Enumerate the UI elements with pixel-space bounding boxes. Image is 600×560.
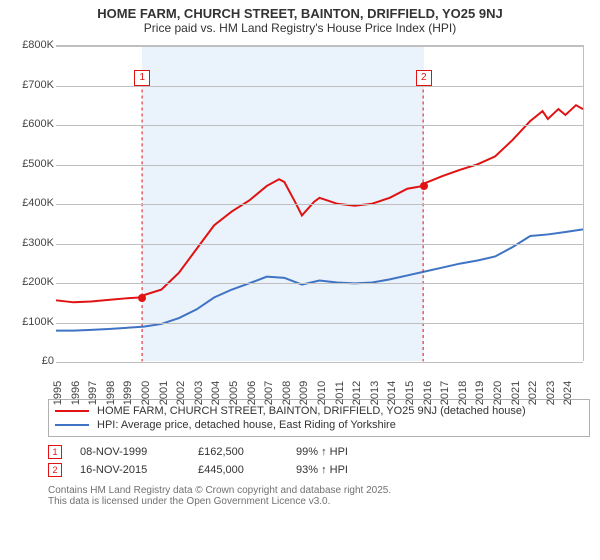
footer: Contains HM Land Registry data © Crown c… [48, 485, 590, 507]
x-axis-label: 2003 [193, 378, 205, 408]
x-axis-label: 2005 [228, 378, 240, 408]
x-axis-label: 1997 [87, 378, 99, 408]
chart-title: HOME FARM, CHURCH STREET, BAINTON, DRIFF… [8, 6, 592, 21]
footer-line-1: Contains HM Land Registry data © Crown c… [48, 485, 590, 496]
sale-date: 16-NOV-2015 [80, 464, 180, 476]
sale-row: 2 16-NOV-2015 £445,000 93% ↑ HPI [48, 461, 590, 479]
chart-titles: HOME FARM, CHURCH STREET, BAINTON, DRIFF… [0, 0, 600, 37]
x-axis-label: 2021 [510, 378, 522, 408]
sale-marker: 1 [48, 445, 62, 459]
y-gridline [56, 244, 583, 245]
y-axis-label: £200K [10, 276, 54, 288]
x-axis-label: 2022 [527, 378, 539, 408]
x-axis-label: 2001 [158, 378, 170, 408]
y-gridline [56, 165, 583, 166]
marker-badge: 2 [416, 70, 432, 86]
x-axis-label: 2016 [422, 378, 434, 408]
sale-price: £162,500 [198, 446, 278, 458]
y-axis-label: £400K [10, 197, 54, 209]
x-axis-label: 2007 [263, 378, 275, 408]
y-axis-label: £800K [10, 39, 54, 51]
y-axis-label: £300K [10, 237, 54, 249]
x-axis-label: 1998 [105, 378, 117, 408]
sale-dot [420, 182, 428, 190]
x-axis-label: 2024 [562, 378, 574, 408]
x-axis-label: 2004 [210, 378, 222, 408]
x-axis-label: 2013 [369, 378, 381, 408]
y-axis-label: £0 [10, 355, 54, 367]
x-axis-label: 2017 [439, 378, 451, 408]
sale-pct: 93% ↑ HPI [296, 464, 348, 476]
x-axis-label: 1995 [52, 378, 64, 408]
x-axis-label: 2000 [140, 378, 152, 408]
x-axis-label: 2023 [545, 378, 557, 408]
x-axis-label: 2020 [492, 378, 504, 408]
y-gridline [56, 204, 583, 205]
chart-area: 12 £0£100K£200K£300K£400K£500K£600K£700K… [10, 41, 590, 391]
sale-date: 08-NOV-1999 [80, 446, 180, 458]
x-axis-label: 2006 [246, 378, 258, 408]
footer-line-2: This data is licensed under the Open Gov… [48, 496, 590, 507]
legend-label: HPI: Average price, detached house, East… [97, 419, 396, 431]
x-axis-label: 2014 [386, 378, 398, 408]
sale-marker: 2 [48, 463, 62, 477]
sale-dot [138, 294, 146, 302]
x-axis-label: 2002 [175, 378, 187, 408]
x-axis-label: 2019 [474, 378, 486, 408]
x-axis-label: 2008 [281, 378, 293, 408]
y-gridline [56, 46, 583, 47]
legend-swatch [55, 410, 89, 412]
sales-table: 1 08-NOV-1999 £162,500 99% ↑ HPI 2 16-NOV-201… [48, 443, 590, 479]
x-axis-label: 2010 [316, 378, 328, 408]
y-axis-label: £600K [10, 118, 54, 130]
x-axis-label: 2011 [334, 378, 346, 408]
sale-pct: 99% ↑ HPI [296, 446, 348, 458]
legend-item: HPI: Average price, detached house, East… [55, 418, 583, 432]
sale-row: 1 08-NOV-1999 £162,500 99% ↑ HPI [48, 443, 590, 461]
y-axis-label: £700K [10, 79, 54, 91]
x-axis-label: 1996 [70, 378, 82, 408]
y-gridline [56, 86, 583, 87]
y-gridline [56, 362, 583, 363]
x-axis-label: 2009 [298, 378, 310, 408]
y-gridline [56, 283, 583, 284]
y-axis-label: £500K [10, 158, 54, 170]
marker-badge: 1 [134, 70, 150, 86]
y-axis-label: £100K [10, 316, 54, 328]
plot-area: 12 [56, 45, 584, 361]
x-axis-label: 2018 [457, 378, 469, 408]
x-axis-label: 2015 [404, 378, 416, 408]
chart-subtitle: Price paid vs. HM Land Registry's House … [8, 21, 592, 35]
series-line [56, 229, 583, 330]
y-gridline [56, 323, 583, 324]
x-axis-label: 1999 [122, 378, 134, 408]
legend-swatch [55, 424, 89, 426]
sale-price: £445,000 [198, 464, 278, 476]
x-axis-label: 2012 [351, 378, 363, 408]
y-gridline [56, 125, 583, 126]
